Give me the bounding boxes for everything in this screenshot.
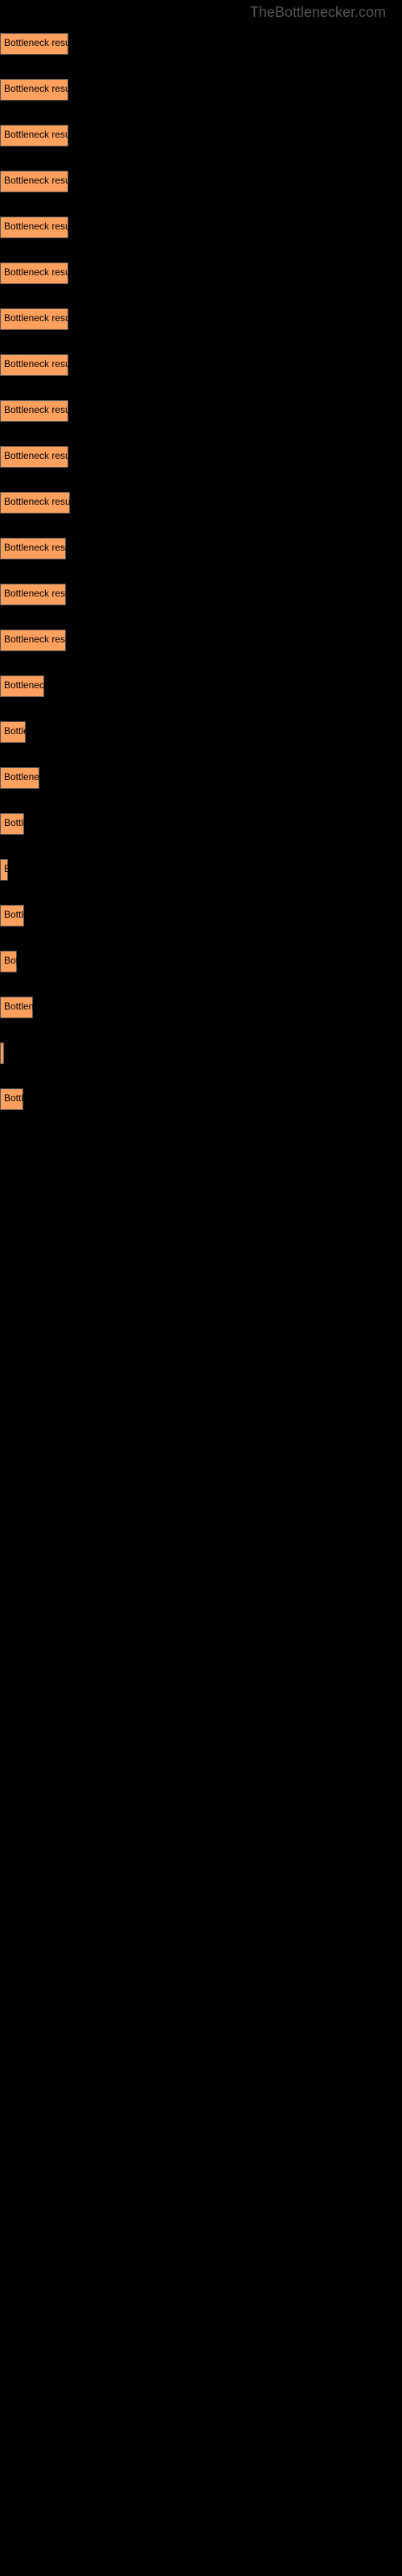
bar-label: Bottleneck result xyxy=(4,496,76,507)
bar-label: Bottleneck result xyxy=(4,1046,76,1058)
bar-row: Bottleneck result xyxy=(0,767,402,789)
bar-row: Bottleneck result xyxy=(0,354,402,376)
bar-row: Bottleneck result xyxy=(0,1042,402,1064)
bar-label: Bottleneck result xyxy=(4,358,76,369)
bar-row: Bottleneck result xyxy=(0,859,402,881)
bar-label: Bottleneck result xyxy=(4,312,76,324)
bar-row: Bottleneck result xyxy=(0,492,402,514)
bar-row: Bottleneck result xyxy=(0,262,402,284)
bar-label: Bottleneck result xyxy=(4,542,76,553)
bar-label: Bottleneck result xyxy=(4,404,76,415)
bar-row: Bottleneck result xyxy=(0,308,402,330)
bar-label: Bottleneck result xyxy=(4,955,76,966)
bar-row: Bottleneck result xyxy=(0,1088,402,1110)
bar-label: Bottleneck result xyxy=(4,37,76,48)
bar-row: Bottleneck result xyxy=(0,400,402,422)
bar-label: Bottleneck result xyxy=(4,129,76,140)
bar-label: Bottleneck result xyxy=(4,909,76,920)
bar-label: Bottleneck result xyxy=(4,588,76,599)
bar-label: Bottleneck result xyxy=(4,679,76,691)
bar-row: Bottleneck result xyxy=(0,951,402,972)
bar-label: Bottleneck result xyxy=(4,634,76,645)
bar-label: Bottleneck result xyxy=(4,1092,76,1104)
bar-row: Bottleneck result xyxy=(0,813,402,835)
bar-row: Bottleneck result xyxy=(0,79,402,101)
bar-label: Bottleneck result xyxy=(4,817,76,828)
watermark-text: TheBottlenecker.com xyxy=(0,0,402,25)
bar-label: Bottleneck result xyxy=(4,175,76,186)
bar-row: Bottleneck result xyxy=(0,630,402,651)
bar-row: Bottleneck result xyxy=(0,33,402,55)
bar-row: Bottleneck result xyxy=(0,997,402,1018)
bar-label: Bottleneck result xyxy=(4,450,76,461)
bar-row: Bottleneck result xyxy=(0,446,402,468)
bar-row: Bottleneck result xyxy=(0,538,402,559)
bar-label: Bottleneck result xyxy=(4,83,76,94)
bar-row: Bottleneck result xyxy=(0,721,402,743)
bar-chart: Bottleneck result Bottleneck result Bottle… xyxy=(0,25,402,1142)
bar-label: Bottleneck result xyxy=(4,266,76,278)
bar-label: Bottleneck result xyxy=(4,1001,76,1012)
bar-row: Bottleneck result xyxy=(0,675,402,697)
bar-row: Bottleneck result xyxy=(0,584,402,605)
bar-label: Bottleneck result xyxy=(4,771,76,782)
bar-row: Bottleneck result xyxy=(0,171,402,192)
bar-label: Bottleneck result xyxy=(4,863,76,874)
bar-label: Bottleneck result xyxy=(4,725,76,737)
bar-row: Bottleneck result xyxy=(0,125,402,147)
bar-row: Bottleneck result xyxy=(0,217,402,238)
bar-row: Bottleneck result xyxy=(0,905,402,927)
bar-label: Bottleneck result xyxy=(4,221,76,232)
